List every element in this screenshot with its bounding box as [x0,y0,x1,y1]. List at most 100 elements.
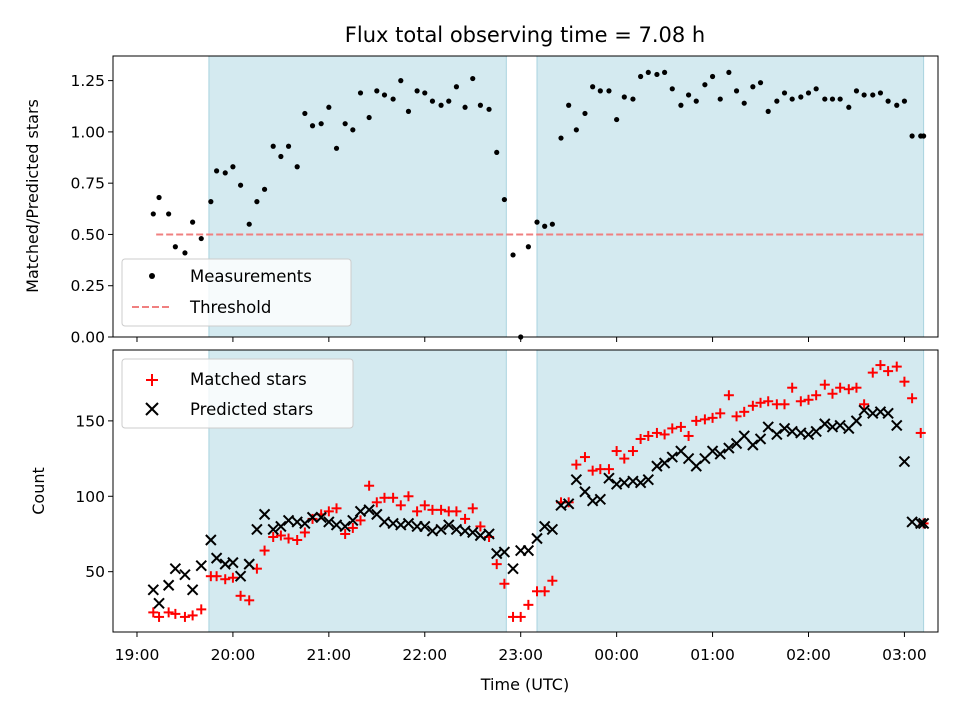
predicted-point [634,476,647,489]
predicted-point [819,418,831,430]
measurement-point [357,90,364,96]
predicted-point [347,514,359,527]
predicted-point [474,529,487,542]
matched-point [723,390,734,401]
matched-point [211,571,222,582]
measurement-point [909,133,915,139]
bottom-shaded-intervals [208,349,925,633]
measurement-point [654,71,660,78]
predicted-point [450,523,463,536]
measurement-point [453,84,460,90]
matched-point [867,367,878,378]
measurement-point [342,121,348,127]
measurement-point [614,116,620,123]
matched-point [659,429,670,440]
matched-point [731,411,742,422]
matched-point [915,427,926,438]
measurement-point [222,170,228,176]
y-tick-label: 50 [85,563,105,581]
predicted-point [443,519,455,531]
matched-point [179,611,190,622]
predicted-point [251,523,263,536]
measurement-point [501,196,507,203]
predicted-point [579,486,591,498]
matched-point [283,533,294,544]
matched-point [379,492,390,503]
predicted-point [234,570,247,582]
matched-point [835,382,846,393]
bottom-y-axis-label: Count [29,467,48,515]
matched-point [643,430,654,441]
matched-point [707,412,718,423]
y-tick-label: 0.75 [70,175,105,193]
measurement-point [921,133,927,139]
measurement-point [237,182,244,188]
matched-point [244,595,255,606]
measurement-point [422,90,428,96]
predicted-point [227,556,239,569]
legend-label-matched: Matched stars [190,370,307,389]
measurement-point [693,98,699,104]
predicted-point [186,584,199,596]
matched-point [523,599,534,610]
predicted-point [419,520,431,533]
predicted-point [834,419,846,432]
measurement-point [621,94,627,100]
matched-point [259,545,270,556]
matched-point [451,506,462,517]
measurement-point [566,102,572,108]
y-tick-label: 1.00 [70,123,105,141]
matched-point [827,388,838,399]
measurement-point [166,211,172,217]
predicted-point [179,568,191,581]
measurement-point [246,221,252,227]
predicted-point [786,425,798,438]
measurement-point [837,96,843,102]
measurement-point [278,153,284,160]
predicted-point [538,520,551,533]
predicted-point [778,422,791,435]
predicted-point [771,428,783,441]
matched-point [883,366,894,377]
measurement-point [702,82,708,88]
measurement-point [774,98,780,104]
y-tick-label: 0.00 [70,329,105,347]
measurement-point [558,135,564,141]
measurement-point [894,102,900,108]
predicted-point [666,451,678,463]
predicted-point [723,442,735,454]
measurement-point [534,219,540,225]
shaded-interval [536,349,925,633]
predicted-point [378,516,391,528]
matched-point [859,399,870,410]
measurement-point [254,199,260,205]
predicted-point [906,516,918,528]
matched-point [875,360,886,371]
x-tick-label: 21:00 [307,646,352,664]
matched-point [803,394,814,405]
chart-title: Flux total observing time = 7.08 h [345,23,705,47]
bottom-axes-frame [112,349,939,633]
matched-point [412,506,423,517]
bottom-x-ticks: 19:00 20:00 21:00 22:00 23:00 00:00 01:00 02:00… [115,632,927,664]
legend-marker-predicted [145,402,159,416]
measurement-point [582,110,588,117]
legend-label-threshold: Threshold [189,298,271,317]
matched-point [675,421,686,432]
matched-point [299,527,310,538]
predicted-point [706,445,719,457]
matched-point [235,590,246,601]
matched-point [323,506,334,517]
predicted-point [594,493,607,506]
matched-point [227,572,238,583]
matched-point [851,382,862,393]
measurement-point [294,164,300,170]
matched-point [683,430,694,441]
measurement-point [446,98,452,104]
measurement-point [645,69,651,76]
x-tick-label: 01:00 [690,646,735,664]
matched-point [427,504,438,515]
matched-point [819,379,830,390]
measurement-point [477,102,484,108]
